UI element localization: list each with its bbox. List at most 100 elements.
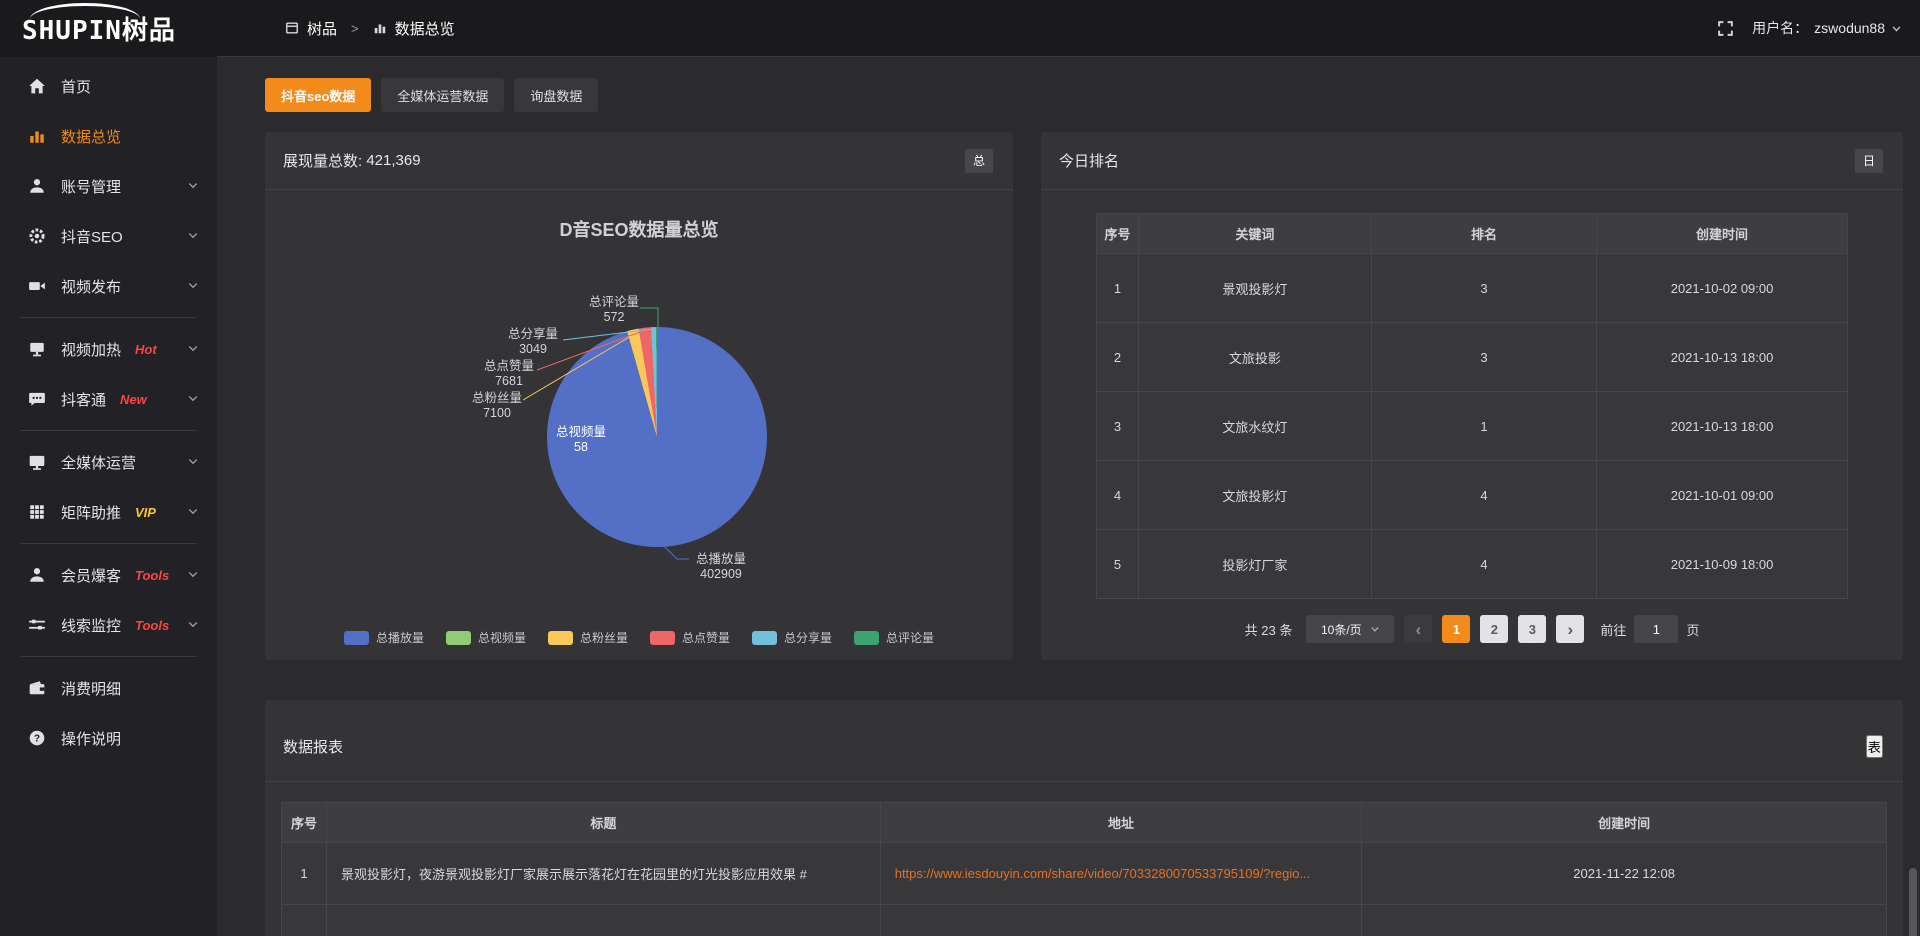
tab-inquiry-data[interactable]: 询盘数据 bbox=[514, 78, 599, 112]
report-panel-title: 数据报表 bbox=[283, 739, 344, 756]
day-toggle-button[interactable]: 日 bbox=[1855, 148, 1883, 173]
breadcrumb: 树品 > 数据总览 bbox=[285, 18, 455, 39]
impressions-summary-value: 421,369 bbox=[366, 152, 421, 169]
pagination-total: 共 23 条 bbox=[1244, 622, 1293, 638]
chevron-down-icon bbox=[187, 567, 199, 584]
chart-legend: 总播放量 总视频量 总粉丝量 总点赞量 总分享量 总评论量 bbox=[265, 629, 1013, 646]
pie-label-likes: 总点赞量 7681 bbox=[483, 359, 534, 388]
chevron-down-icon bbox=[187, 504, 199, 521]
sidebar-item-label: 抖音SEO bbox=[61, 228, 123, 246]
vip-badge: VIP bbox=[135, 504, 156, 520]
sidebar: SHUPIN树品 首页 数据总览 账号管理 抖音SEO bbox=[0, 0, 217, 936]
sidebar-item-label: 抖客通 bbox=[61, 391, 107, 409]
tab-douyin-seo-data[interactable]: 抖音seo数据 bbox=[265, 78, 372, 112]
sidebar-nav: 首页 数据总览 账号管理 抖音SEO 视频发布 bbox=[0, 57, 217, 763]
table-row-partial bbox=[281, 904, 1887, 936]
page-button-1[interactable]: 1 bbox=[1442, 615, 1471, 643]
home-icon bbox=[28, 77, 46, 95]
user-icon bbox=[28, 177, 46, 195]
hot-badge: Hot bbox=[135, 341, 157, 357]
today-ranking-panel: 今日排名 日 序号 关键词 排名 创建时间 bbox=[1041, 132, 1903, 660]
pie-label-plays: 总播放量 402909 bbox=[695, 552, 746, 581]
page-button-2[interactable]: 2 bbox=[1480, 615, 1509, 643]
table-row: 2 文旅投影 3 2021-10-13 18:00 bbox=[1096, 322, 1848, 392]
top-bar: 树品 > 数据总览 用户名： zswodun88 bbox=[217, 0, 1920, 57]
prev-page-button[interactable]: ‹ bbox=[1404, 615, 1433, 643]
sidebar-item-member-burst[interactable]: 会员爆客 Tools bbox=[0, 550, 217, 600]
member-icon bbox=[28, 566, 46, 584]
sidebar-item-instructions[interactable]: ? 操作说明 bbox=[0, 713, 217, 763]
pie-label-comments: 总评论量 572 bbox=[588, 295, 639, 324]
breadcrumb-separator: > bbox=[351, 20, 359, 36]
chevron-down-icon bbox=[187, 617, 199, 634]
sidebar-item-omni-media[interactable]: 全媒体运营 bbox=[0, 437, 217, 487]
logo-text-cn: 树品 bbox=[121, 15, 176, 45]
breadcrumb-item-home[interactable]: 树品 bbox=[307, 20, 338, 38]
ranking-table: 序号 关键词 排名 创建时间 1 景观投影灯 3 2021-10-02 09:00 bbox=[1096, 213, 1848, 599]
tab-omnimedia-data[interactable]: 全媒体运营数据 bbox=[381, 78, 505, 112]
sidebar-item-label: 首页 bbox=[61, 78, 92, 96]
sidebar-item-label: 视频加热 bbox=[61, 341, 122, 359]
legend-item-comments[interactable]: 总评论量 bbox=[854, 629, 934, 646]
breadcrumb-item-current: 数据总览 bbox=[394, 20, 455, 38]
goto-page-input[interactable] bbox=[1634, 615, 1679, 643]
pie-label-shares: 总分享量 3049 bbox=[507, 327, 558, 356]
chart-title: D音SEO数据量总览 bbox=[559, 220, 719, 240]
legend-item-plays[interactable]: 总播放量 bbox=[343, 629, 424, 646]
sidebar-item-douyin-seo[interactable]: 抖音SEO bbox=[0, 211, 217, 261]
sidebar-item-label: 账号管理 bbox=[61, 178, 122, 196]
pagination: 共 23 条 10条/页 ‹ 1 2 3 › 前往 页 bbox=[1041, 615, 1903, 643]
sidebar-item-matrix-boost[interactable]: 矩阵助推 VIP bbox=[0, 487, 217, 537]
legend-item-fans[interactable]: 总粉丝量 bbox=[547, 629, 628, 646]
chevron-down-icon bbox=[1371, 626, 1379, 632]
table-toggle-button[interactable]: 表 bbox=[1865, 735, 1883, 758]
pie-chart-area: D音SEO数据量总览 总评论量 572 bbox=[265, 190, 1013, 660]
logo-arc bbox=[30, 3, 140, 19]
sidebar-item-label: 全媒体运营 bbox=[61, 454, 137, 472]
tools-badge: Tools bbox=[135, 567, 170, 583]
user-menu[interactable]: 用户名： zswodun88 bbox=[1752, 18, 1902, 38]
vertical-scrollbar-thumb[interactable] bbox=[1909, 868, 1917, 936]
next-page-button[interactable]: › bbox=[1556, 615, 1585, 643]
table-row: 1 景观投影灯，夜游景观投影灯厂家展示展示落花灯在花园里的灯光投影应用效果 # … bbox=[281, 842, 1887, 905]
grid-icon bbox=[28, 503, 46, 521]
logo-text-en: SHUPIN bbox=[22, 16, 122, 46]
video-camera-icon bbox=[28, 277, 46, 295]
legend-item-shares[interactable]: 总分享量 bbox=[752, 629, 832, 646]
sidebar-divider bbox=[20, 430, 197, 431]
username: zswodun88 bbox=[1814, 20, 1885, 36]
sidebar-item-douketong[interactable]: 抖客通 New bbox=[0, 374, 217, 424]
page-button-3[interactable]: 3 bbox=[1518, 615, 1547, 643]
bar-chart-icon bbox=[373, 21, 387, 35]
window-icon bbox=[285, 21, 299, 35]
chevron-down-icon bbox=[187, 178, 199, 195]
sidebar-item-home[interactable]: 首页 bbox=[0, 61, 217, 111]
column-header-keyword: 关键词 bbox=[1138, 213, 1372, 254]
gear-icon bbox=[28, 227, 46, 245]
video-link[interactable]: https://www.iesdouyin.com/share/video/70… bbox=[894, 866, 1311, 881]
page-size-select[interactable]: 10条/页 bbox=[1306, 615, 1395, 643]
sidebar-item-video-heat[interactable]: 视频加热 Hot bbox=[0, 324, 217, 374]
sidebar-item-data-overview[interactable]: 数据总览 bbox=[0, 111, 217, 161]
sidebar-divider bbox=[20, 317, 197, 318]
column-header-url: 地址 bbox=[879, 802, 1363, 843]
screen-icon bbox=[28, 340, 46, 358]
sidebar-item-accounts[interactable]: 账号管理 bbox=[0, 161, 217, 211]
total-toggle-button[interactable]: 总 bbox=[965, 148, 993, 173]
svg-text:?: ? bbox=[34, 734, 40, 745]
chevron-down-icon bbox=[187, 228, 199, 245]
table-row: 5 投影灯厂家 4 2021-10-09 18:00 bbox=[1096, 529, 1848, 599]
sidebar-item-video-publish[interactable]: 视频发布 bbox=[0, 261, 217, 311]
sidebar-item-lead-monitor[interactable]: 线索监控 Tools bbox=[0, 600, 217, 650]
column-header-rank: 排名 bbox=[1370, 213, 1598, 254]
pie-label-videos: 总视频量 58 bbox=[555, 425, 606, 454]
column-header-created: 创建时间 bbox=[1596, 213, 1848, 254]
legend-item-videos[interactable]: 总视频量 bbox=[445, 629, 526, 646]
chevron-down-icon bbox=[187, 341, 199, 358]
fullscreen-icon[interactable] bbox=[1717, 20, 1734, 37]
sidebar-item-consumption[interactable]: 消费明细 bbox=[0, 663, 217, 713]
column-header-index: 序号 bbox=[281, 802, 327, 843]
username-label: 用户名： bbox=[1752, 20, 1809, 36]
sidebar-divider bbox=[20, 543, 197, 544]
legend-item-likes[interactable]: 总点赞量 bbox=[650, 629, 730, 646]
